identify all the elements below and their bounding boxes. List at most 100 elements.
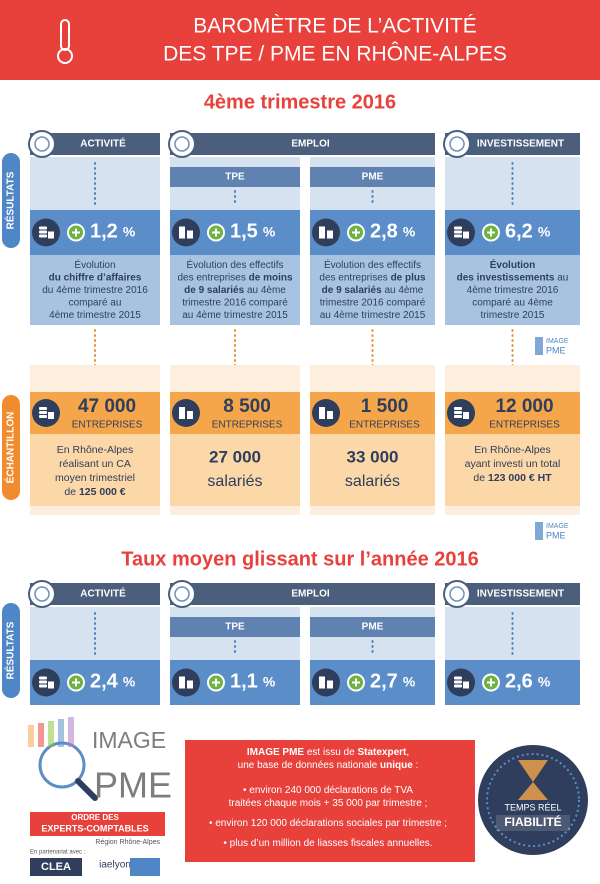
icon-part [187, 411, 193, 419]
info-text-segment: , [406, 747, 409, 758]
sample-description-segment: de [64, 486, 79, 498]
sample-description-segment: de [473, 472, 488, 484]
badge-band [496, 815, 570, 831]
icon-part [319, 226, 325, 239]
header-title: DES TPE / PME EN RHÔNE-ALPES [163, 43, 507, 66]
sample-detail-label: salariés [345, 473, 400, 490]
result-description: comparé au [69, 297, 122, 308]
result-description-segment: 4ème trimestre 2015 [49, 310, 141, 321]
result-value: 6,2% [505, 221, 551, 243]
sample-description-segment: En Rhône-Alpes [474, 444, 550, 456]
info-text-segment: • environ 120 000 déclarations sociales … [209, 818, 447, 829]
building-icon [179, 676, 193, 689]
result-description-segment: trimestre 2015 [481, 310, 545, 321]
side-label-pill [2, 395, 20, 500]
result-description-segment: trimestre 2016 comparé [320, 297, 426, 308]
sample-description: En Rhône-Alpes [57, 444, 133, 456]
result-number: 2,8 [370, 221, 398, 243]
result-description-segment: trimestre 2016 comparé [182, 297, 288, 308]
result-description-segment: du chiffre d’affaires [49, 272, 142, 283]
header-icon [168, 580, 196, 608]
plus-icon [352, 228, 360, 237]
result-description-segment: des investissements [457, 272, 555, 283]
icon-circle [172, 668, 200, 697]
sample-unit: ENTREPRISES [489, 420, 560, 431]
partner-name: iaelyon [99, 860, 131, 871]
side-label-pill [2, 153, 20, 248]
column-header-label: EMPLOI [291, 589, 330, 600]
section-title: 4ème trimestre 2016 [204, 91, 396, 113]
icon-circle [312, 668, 340, 697]
sample-description-box [445, 434, 580, 506]
subcolumn-header-label: TPE [225, 622, 245, 633]
watermark-text: IMAGE [546, 523, 569, 530]
result-value: 2,6% [505, 671, 551, 693]
header-icon [174, 136, 190, 152]
result-description-segment: au 4ème [382, 285, 424, 296]
sample-description-segment: 125 000 € [79, 486, 126, 498]
result-value: 1,1% [230, 671, 276, 693]
sample-description-segment: moyen trimestriel [55, 472, 135, 484]
sample-description: moyen trimestriel [55, 472, 135, 484]
building-icon [319, 676, 333, 689]
result-unit: % [538, 673, 551, 689]
info-text: traitées chaque mois + 35 000 par trimes… [229, 798, 428, 809]
result-description: Évolution des effectifs [186, 258, 283, 271]
result-description: des investissements au [457, 272, 569, 283]
icon-part [39, 415, 47, 418]
column-header-label: ACTIVITÉ [80, 137, 126, 150]
icon-part [454, 415, 462, 418]
column-header-label: ACTIVITÉ [80, 587, 126, 600]
header-icon [443, 130, 471, 158]
icon-part [463, 412, 469, 419]
info-text-segment: • environ 240 000 déclarations de TVA [243, 785, 413, 796]
coins-icon [39, 407, 54, 419]
result-unit: % [403, 223, 416, 239]
icon-part [39, 407, 47, 410]
result-description-box [445, 255, 580, 325]
column-header [170, 583, 435, 605]
icon-circle [312, 218, 340, 247]
watermark-mark [535, 522, 543, 540]
result-description-segment: au 4ème trimestre 2015 [320, 310, 426, 321]
section-title: Taux moyen glissant sur l’année 2016 [121, 548, 479, 570]
icon-circle [312, 399, 340, 427]
column-header-label: EMPLOI [291, 139, 330, 150]
plus-icon [487, 228, 495, 237]
building-icon [319, 226, 333, 239]
result-description: Évolution [490, 258, 536, 271]
plus-icon [487, 678, 495, 687]
subcolumn-header-label: PME [362, 172, 384, 183]
result-description: 4ème trimestre 2016 [467, 285, 559, 296]
result-description: du chiffre d’affaires [49, 272, 142, 283]
result-value: 2,8% [370, 221, 416, 243]
logo-bars [68, 717, 74, 747]
result-description-segment: au 4ème trimestre 2015 [182, 310, 288, 321]
info-text-segment: • plus d’un million de liasses fiscales … [223, 838, 432, 849]
watermark-text: PME [546, 530, 566, 540]
result-unit: % [123, 223, 136, 239]
sample-value: 1 500 [361, 396, 409, 417]
icon-part [454, 226, 462, 230]
info-box [185, 740, 475, 862]
result-description-segment: Évolution [490, 258, 536, 271]
icon-part [39, 676, 47, 680]
header-icon [34, 136, 50, 152]
icon-part [39, 230, 47, 234]
sample-description-box [30, 434, 160, 506]
result-value: 1,2% [90, 221, 136, 243]
icon-circle [172, 218, 200, 247]
icon-part [454, 411, 462, 414]
result-description: au 4ème trimestre 2015 [320, 310, 426, 321]
icon-part [48, 231, 54, 239]
icon-part [454, 407, 462, 410]
result-number: 1,5 [230, 221, 258, 243]
result-description: comparé au 4ème [472, 297, 553, 308]
plus-icon [352, 678, 360, 687]
result-unit: % [403, 673, 416, 689]
icon-part [39, 226, 47, 230]
logo-text: IMAGE [92, 727, 166, 753]
result-description-segment: comparé au 4ème [472, 297, 553, 308]
